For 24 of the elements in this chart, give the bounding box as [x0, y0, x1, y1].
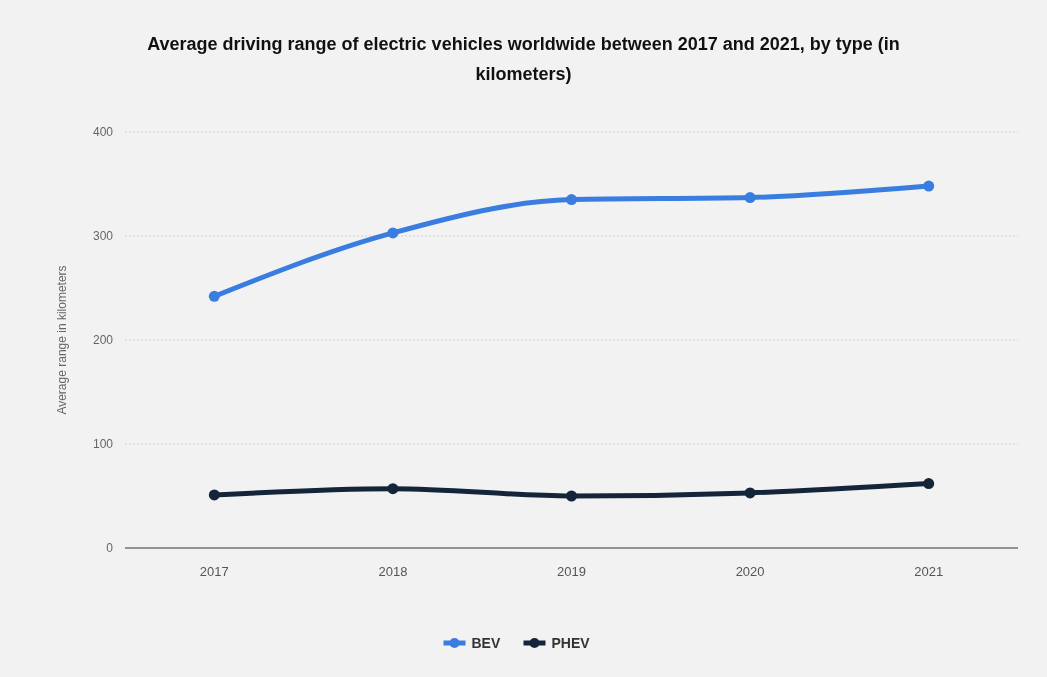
- point: [208, 489, 220, 501]
- x-tick-label: 2019: [557, 564, 586, 579]
- x-tick-label: 2021: [914, 564, 944, 579]
- x-tick-label: 2020: [735, 564, 765, 579]
- y-axis-title: Average range in kilometers: [55, 265, 69, 415]
- y-tick-label: 400: [92, 125, 114, 140]
- legend-label: BEV: [471, 634, 501, 651]
- chart-title: Average driving range of electric vehicles worldwide between 2017 and 2021, by type (in kilometers): [147, 34, 900, 84]
- x-tick-label: 2018: [378, 564, 408, 579]
- y-tick-label: 100: [92, 437, 114, 452]
- point: [923, 478, 935, 490]
- legend-label: PHEV: [551, 634, 591, 651]
- point: [566, 194, 577, 206]
- point: [744, 487, 756, 499]
- point: [208, 290, 220, 302]
- point: [387, 483, 399, 495]
- x-tick-label: 2017: [199, 564, 229, 579]
- point: [744, 192, 756, 204]
- y-tick-label: 0: [106, 541, 114, 556]
- point: [387, 227, 399, 239]
- point: [923, 180, 935, 192]
- y-tick-label: 300: [92, 229, 114, 244]
- point: [566, 490, 577, 502]
- y-tick-label: 200: [92, 333, 114, 348]
